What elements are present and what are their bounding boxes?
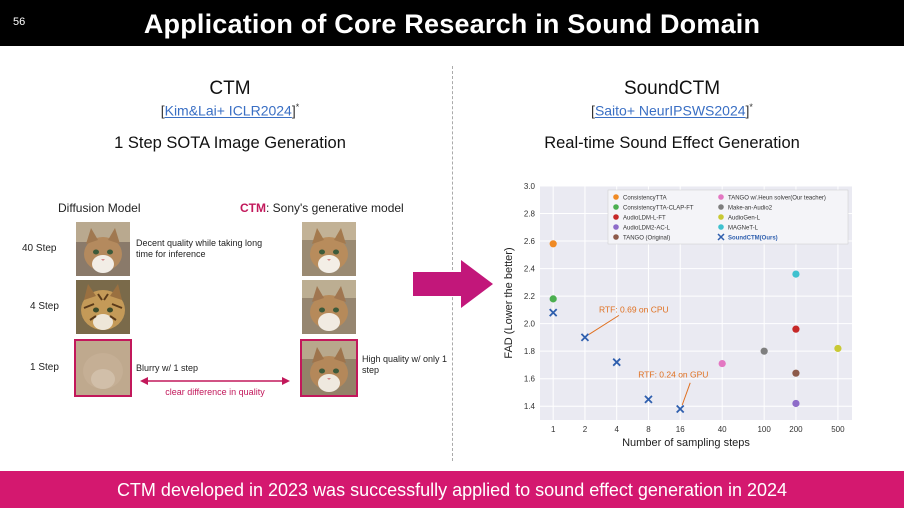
legend-marker [718,204,724,210]
data-point [834,344,842,353]
data-point [792,369,800,377]
y-tick-label: 1.6 [524,375,536,384]
ref-bracket-close: ] [291,102,296,119]
step-label-4: 4 Step [30,301,59,312]
ctm-header-rest: : Sony's generative model [266,201,404,215]
y-tick-label: 2.6 [524,237,536,246]
step-label-40: 40 Step [22,243,57,254]
soundctm-title: SoundCTM [623,78,721,99]
data-point-x [612,358,621,367]
ref-bracket-close: ] [745,102,750,119]
soundctm-reference: [Saito+ NeurIPSWS2024]* [482,102,862,119]
legend-label: ConsistencyTTA-CLAP-FT [623,206,694,212]
cat-image-diffusion-40-step [76,222,130,276]
data-point [792,325,800,333]
y-tick-label: 2.0 [524,320,536,329]
data-point-x [676,404,685,414]
diffusion-model-header: Diffusion Model [58,201,141,215]
y-tick-label: 1.4 [524,402,536,411]
legend-marker-x [717,233,725,241]
legend-label: AudioLDM2-AC-L [623,226,671,232]
legend-marker [718,194,724,200]
legend-marker [613,234,619,240]
x-tick-label: 4 [614,425,619,434]
legend-label: Make-an-Audio2 [728,206,773,212]
data-point [718,359,726,368]
annotation-gpu: RTF: 0.24 on GPU [638,369,708,379]
legend-label: AudioGen-L [728,216,761,222]
column-divider [452,66,453,461]
slide-number: 56 [13,16,26,28]
data-point-x [580,333,590,342]
title-bar [0,0,904,46]
data-point [760,347,768,355]
ctm-reference-link[interactable]: Kim&Lai+ ICLR2024 [164,102,292,119]
cat-image-ctm-1-step [300,339,358,397]
big-right-arrow [413,260,493,308]
y-tick-label: 3.0 [524,182,536,191]
legend-label: TANGO w/.Heun solver(Our teacher) [728,196,826,202]
ctm-model-header: CTM: Sony's generative model [240,201,404,215]
x-axis-label: Number of sampling steps [622,437,750,449]
data-point [549,240,557,248]
x-tick-label: 16 [676,425,685,434]
cat-image-diffusion-1-step-blurry [74,339,132,397]
ref-asterisk: * [749,102,753,112]
y-tick-label: 2.8 [524,210,536,219]
quality-comparison-arrow [140,377,290,385]
ctm-header-bold: CTM [240,201,266,215]
legend-label: SoundCTM(Ours) [728,236,778,242]
y-axis-label: FAD (Lower the better) [503,247,515,358]
cat-image-diffusion-4-step [76,280,130,334]
annotation-cpu: RTF: 0.69 on CPU [599,305,669,315]
ctm-reference: [Kim&Lai+ ICLR2024]* [40,102,420,119]
data-point [792,399,800,408]
ref-bracket-open: [ [591,102,595,119]
summary-bar [0,471,904,508]
legend-label: AudioLDM-L-FT [623,216,666,222]
y-tick-label: 2.4 [524,265,536,274]
data-point [792,270,800,278]
legend-marker [613,224,619,230]
ref-bracket-open: [ [160,102,165,119]
legend-marker [613,214,619,220]
legend-label: TANGO (Original) [623,236,670,242]
note-decent-quality: Decent quality while taking long time fo… [136,238,263,259]
data-point-x [644,395,653,404]
data-point-x [549,308,558,317]
cat-image-ctm-4-step [302,280,356,334]
cat-image-ctm-40-step [302,222,356,276]
legend-marker [718,214,724,220]
x-tick-label: 1 [551,425,556,434]
x-tick-label: 40 [718,425,727,434]
soundctm-reference-link[interactable]: Saito+ NeurIPSWS2024 [594,102,746,119]
legend-marker [613,204,619,210]
x-tick-label: 500 [831,425,845,434]
y-tick-label: 2.2 [524,292,536,301]
ctm-title: CTM [209,78,251,99]
legend-label: ConsistencyTTA [623,196,667,202]
legend-box [607,189,849,245]
legend-marker [613,194,619,200]
y-tick-label: 1.8 [524,347,536,356]
ctm-subtitle: 1 Step SOTA Image Generation [114,134,346,152]
soundctm-subtitle: Real-time Sound Effect Generation [544,134,800,152]
annotation-line [681,382,691,406]
arrow-label: clear difference in quality [165,387,265,397]
note-high-quality: High quality w/ only 1 step [362,354,448,375]
legend-marker [718,224,724,230]
x-tick-label: 8 [646,425,651,434]
x-tick-label: 100 [757,425,771,434]
data-point [549,295,557,303]
summary-text: CTM developed in 2023 was successfully a… [116,480,788,500]
step-label-1: 1 Step [30,362,59,373]
annotation-line [588,314,620,335]
legend-label: MAGNeT-L [728,226,759,232]
x-tick-label: 2 [583,425,588,434]
x-tick-label: 200 [789,425,803,434]
note-blurry: Blurry w/ 1 step [136,363,199,373]
slide-title: Application of Core Research in Sound Do… [143,9,761,39]
ref-asterisk: * [295,102,300,112]
fad-scatter-chart: 1.4 1.6 1.8 2.0 2.2 2.4 2.6 2.8 3.0 1 2 4 8 16 40 100 20… [503,182,852,449]
